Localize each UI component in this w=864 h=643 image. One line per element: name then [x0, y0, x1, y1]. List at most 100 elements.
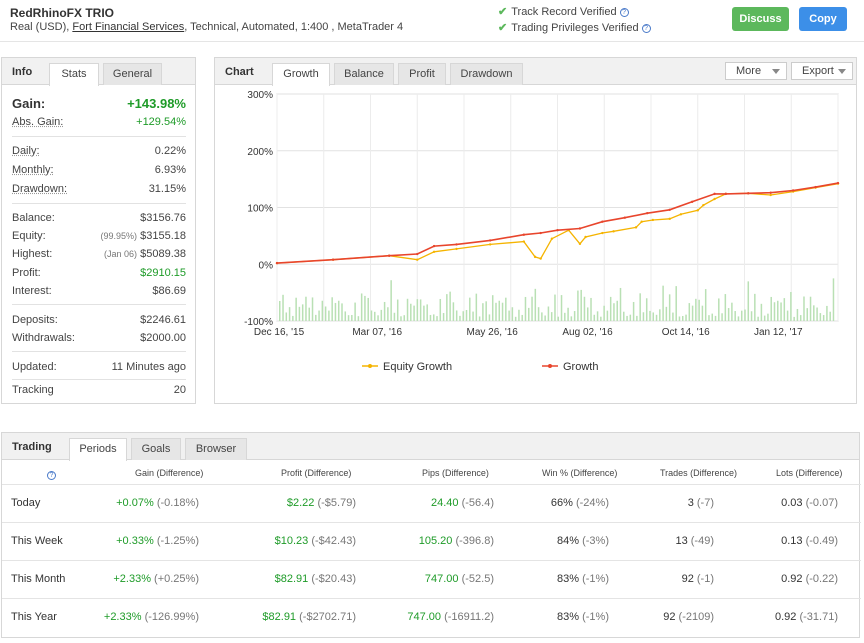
lots-value: 0.92	[774, 611, 797, 623]
export-dropdown[interactable]: Export	[791, 62, 853, 80]
series-point	[556, 229, 559, 232]
volume-bar	[344, 311, 347, 321]
account-details: , Technical, Automated, 1:400 , MetaTrad…	[184, 21, 404, 33]
period-label: This Year	[11, 611, 57, 623]
growth-chart[interactable]: 300% 200% 100% 0% -100%Dec 16, '15 Mar 07, '1…	[215, 86, 856, 404]
volume-bar	[590, 297, 592, 321]
equity-row: Equity: (99.95%) $3155.18	[12, 230, 186, 242]
volume-bar	[655, 314, 658, 321]
profit-value: $82.91	[262, 611, 297, 623]
discuss-button[interactable]: Discuss	[732, 7, 789, 31]
info-panel: Info Stats General Gain: +143.98% Abs. G…	[1, 57, 196, 404]
profit-row: Profit: $2910.15	[12, 267, 186, 279]
gain-difference: (-0.18%)	[156, 497, 199, 509]
table-row: Today +0.07% (-0.18%) $2.22 (-$5.79) 24.40 …	[2, 484, 861, 522]
volume-bar	[305, 296, 307, 321]
volume-bar	[799, 315, 802, 321]
tab-browser[interactable]: Browser	[185, 438, 247, 460]
volume-bar	[393, 312, 396, 321]
volume-bar	[367, 297, 369, 321]
help-icon[interactable]: ?	[47, 471, 56, 480]
pips-difference: (-52.5)	[461, 573, 494, 585]
gain-value: +0.07%	[116, 497, 154, 509]
withdrawals-label: Withdrawals:	[12, 332, 75, 344]
volume-bar	[423, 305, 425, 321]
help-icon[interactable]: ?	[619, 8, 629, 17]
volume-bar	[613, 303, 615, 321]
series-point	[488, 239, 492, 242]
volume-bar	[750, 311, 753, 321]
volume-bar	[813, 305, 815, 321]
volume-bar	[364, 295, 366, 321]
volume-bar	[446, 294, 448, 321]
volume-bar	[337, 300, 340, 321]
gain-difference: (+0.25%)	[154, 573, 199, 585]
cell-pips: 24.40 (-56.4)	[431, 497, 494, 509]
legend-label: Equity Growth	[383, 361, 452, 373]
volume-bar	[282, 294, 284, 321]
volume-bar	[668, 294, 671, 321]
win-difference: (-1%)	[582, 611, 609, 623]
volume-bar	[619, 287, 622, 321]
withdrawals-row: Withdrawals: $2000.00	[12, 332, 186, 344]
tab-growth[interactable]: Growth	[272, 63, 330, 86]
cell-pips: 105.20 (-396.8)	[419, 535, 494, 547]
more-label: More	[736, 65, 762, 77]
volume-bar	[518, 309, 520, 321]
pips-difference: (-56.4)	[461, 497, 494, 509]
trading-title: Trading	[12, 441, 52, 453]
deposits-value: $2246.61	[140, 314, 186, 326]
profit-value: $2910.15	[140, 267, 186, 279]
volume-bar	[459, 315, 461, 321]
pips-difference: (-16911.2)	[444, 611, 494, 623]
volume-bar	[292, 315, 294, 321]
volume-bar	[600, 316, 602, 321]
volume-bar	[767, 313, 769, 321]
series-point	[640, 220, 643, 223]
tab-periods[interactable]: Periods	[69, 438, 127, 461]
series-point	[578, 227, 582, 230]
volume-bar	[439, 298, 442, 321]
volume-bar	[770, 296, 772, 321]
volume-bar	[783, 298, 786, 321]
divider	[12, 304, 186, 305]
win-difference: (-3%)	[582, 535, 609, 547]
y-tick-label: 300%	[247, 90, 273, 101]
series-point	[416, 258, 419, 261]
volume-bar	[442, 313, 445, 321]
abs-gain-label: Abs. Gain:	[12, 116, 64, 128]
tab-profit[interactable]: Profit	[398, 63, 446, 85]
abs-gain-value: +129.54%	[136, 116, 186, 128]
equity-label: Equity:	[12, 230, 46, 242]
series-point	[432, 250, 436, 253]
more-dropdown[interactable]: More	[725, 62, 787, 80]
tab-stats[interactable]: Stats	[49, 63, 99, 86]
tab-balance[interactable]: Balance	[334, 63, 394, 85]
tracking-label: Tracking	[12, 384, 54, 396]
period-label: This Week	[11, 535, 63, 547]
volume-bar	[495, 302, 497, 321]
daily-row: Daily: 0.22%	[12, 145, 186, 157]
volume-bar	[383, 301, 386, 321]
gain-value: +143.98%	[127, 96, 186, 111]
volume-bar	[288, 307, 291, 321]
volume-bar	[626, 315, 628, 321]
series-point	[388, 254, 391, 257]
tab-general[interactable]: General	[103, 63, 162, 85]
series-point	[539, 257, 542, 260]
help-icon[interactable]: ?	[641, 24, 651, 33]
volume-bar	[315, 314, 317, 321]
x-tick-label: Jan 12, '17	[754, 327, 803, 338]
series-point	[668, 217, 671, 221]
copy-button[interactable]: Copy	[799, 7, 847, 31]
x-tick-label: May 26, '16	[466, 327, 518, 338]
volume-bar	[685, 314, 687, 321]
broker-link[interactable]: Fort Financial Services	[72, 21, 185, 33]
volume-bar	[347, 315, 350, 321]
tab-goals[interactable]: Goals	[131, 438, 181, 460]
cell-gain: +2.33% (+0.25%)	[113, 573, 199, 585]
period-label: This Month	[11, 573, 66, 585]
volume-bar	[452, 302, 455, 321]
tab-drawdown[interactable]: Drawdown	[450, 63, 523, 85]
series-point	[713, 192, 716, 196]
